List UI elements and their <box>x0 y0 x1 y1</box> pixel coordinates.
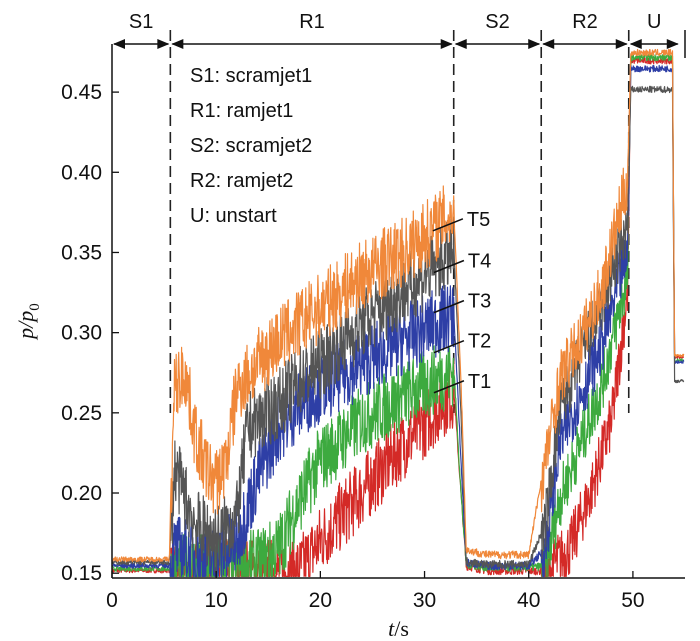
y-tick-label: 0.30 <box>61 322 102 345</box>
y-tick-label: 0.25 <box>61 402 102 425</box>
region-label: S2 <box>485 11 509 33</box>
series-leader-t4 <box>433 259 465 274</box>
series-leader-t1 <box>433 380 465 394</box>
y-axis-title-ratio: p/p <box>13 311 38 341</box>
y-axis-title-subscript: 0 <box>27 303 43 311</box>
region-arrow-head-right <box>440 39 453 49</box>
series-label-t3: T3 <box>468 291 491 313</box>
y-tick-label: 0.20 <box>61 482 102 505</box>
region-definition: S2: scramjet2 <box>190 135 312 157</box>
series-labels: T5 T4 T3 T2 T1 <box>432 209 491 394</box>
x-tick-label: 0 <box>106 589 118 612</box>
region-label: S1 <box>129 11 153 33</box>
axes: 0 10 20 30 40 50 0.15 0.20 0.25 0.30 0.35 0.40 0.45 <box>61 44 685 612</box>
region-label: U <box>647 11 661 33</box>
y-axis-title: p/p0 <box>13 303 43 341</box>
region-label: R1 <box>299 11 325 33</box>
region-definition: U: unstart <box>190 205 277 227</box>
series-line-t5 <box>111 48 685 563</box>
x-tick-label: 20 <box>309 589 332 612</box>
x-tick-label: 30 <box>413 589 436 612</box>
x-tick-label: 40 <box>517 589 540 612</box>
region-arrow-head-left <box>542 39 555 49</box>
region-arrow-head-right <box>615 39 628 49</box>
y-tick-label: 0.45 <box>61 81 102 104</box>
region-definitions: S1: scramjet1 R1: ramjet1 S2: scramjet2 R2:… <box>190 65 312 227</box>
region-arrow-head-left <box>171 39 184 49</box>
region-definition: R2: ramjet2 <box>190 170 293 192</box>
x-axis-title: t/s <box>388 616 409 641</box>
region-arrow-head-right <box>157 39 170 49</box>
series-line-t4 <box>111 85 685 573</box>
x-axis-title-symbol: t <box>388 616 395 641</box>
region-arrow-head-left <box>454 39 467 49</box>
series-label-t4: T4 <box>468 251 491 273</box>
x-tick-label: 10 <box>205 589 228 612</box>
x-tick-label: 50 <box>621 589 644 612</box>
region-definition: S1: scramjet1 <box>190 65 312 87</box>
region-label: R2 <box>572 11 598 33</box>
series-leader-t2 <box>433 339 465 354</box>
region-arrow-head-right <box>666 39 679 49</box>
region-arrow-head-left <box>629 39 642 49</box>
region-definition: R1: ramjet1 <box>190 100 293 122</box>
y-tick-label: 0.35 <box>61 241 102 264</box>
region-arrow-head-right <box>528 39 541 49</box>
series-leader-t5 <box>432 218 464 232</box>
x-axis-title-unit: /s <box>394 616 409 641</box>
series-label-t2: T2 <box>468 331 491 353</box>
y-tick-label: 0.15 <box>61 562 102 585</box>
series-label-t5: T5 <box>467 209 490 231</box>
series-leader-t3 <box>433 299 465 314</box>
region-arrow-head-left <box>113 39 125 49</box>
series-label-t1: T1 <box>468 371 491 393</box>
y-tick-label: 0.40 <box>61 161 102 184</box>
series-lines <box>111 48 685 577</box>
